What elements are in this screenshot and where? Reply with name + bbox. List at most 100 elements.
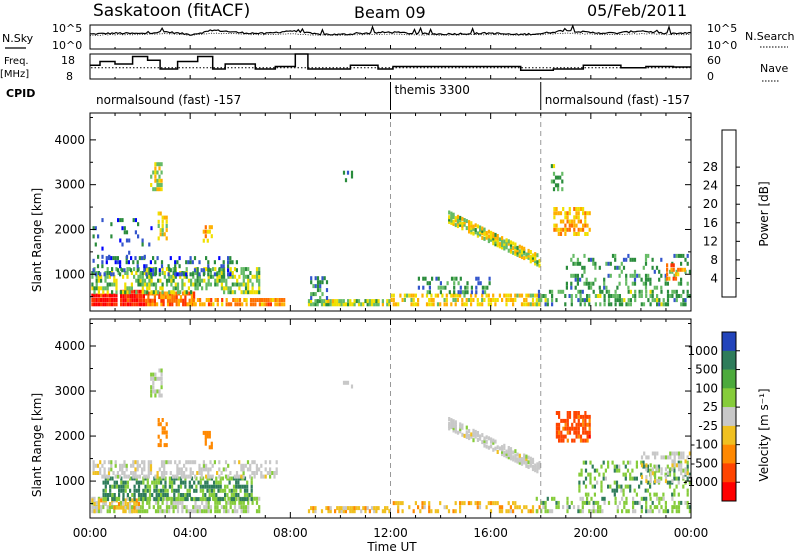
heatmap-cell [644,281,648,286]
heatmap-cell [564,422,567,427]
heatmap-cell [574,277,577,282]
heatmap-cell [154,500,158,505]
heatmap-cell [370,299,374,304]
heatmap-cell [654,471,657,476]
heatmap-cell [485,233,488,238]
heatmap-cell [115,484,118,489]
heatmap-cell [494,232,497,237]
heatmap-cell [428,298,431,302]
heatmap-cell [531,467,535,472]
heatmap-cell [93,290,96,295]
heatmap-cell [437,285,440,290]
heatmap-cell [149,268,152,273]
heatmap-cell [625,281,628,286]
heatmap-cell [544,294,547,298]
heatmap-cell [264,460,267,465]
heatmap-cell [509,449,513,454]
heatmap-cell [660,471,663,476]
heatmap-cell [141,467,144,472]
heatmap-cell [626,468,630,473]
heatmap-cell [459,427,462,432]
heatmap-cell [496,450,499,454]
heatmap-cell [179,484,183,489]
freq-left-label-1: Freq. [4,56,29,67]
heatmap-cell [99,467,102,472]
heatmap-cell [243,476,247,481]
heatmap-cell [202,272,205,277]
heatmap-cell [258,274,261,279]
heatmap-cell [560,438,563,443]
heatmap-cell [594,261,597,266]
heatmap-cell [158,272,161,277]
heatmap-cell [559,289,562,294]
heatmap-cell [589,472,592,477]
heatmap-cell [534,256,537,261]
heatmap-cell [509,240,513,245]
heatmap-cell [588,422,591,427]
heatmap-cell [428,501,431,506]
heatmap-cell [225,286,228,291]
heatmap-cell [518,505,521,510]
y-tick-label: 2000 [54,429,85,443]
heatmap-cell [534,254,537,259]
heatmap-cell [188,484,191,489]
heatmap-cell [664,479,668,484]
heatmap-cell [224,493,227,497]
heatmap-cell [170,290,173,295]
heatmap-cell [254,298,257,302]
heatmap-cell [163,496,166,501]
heatmap-cell [485,435,488,440]
heatmap-cell [115,290,118,295]
heatmap-cell [106,480,110,485]
heatmap-cell [138,474,141,479]
heatmap-cell [176,272,179,277]
heatmap-cell [206,488,209,493]
heatmap-cell [157,476,160,481]
heatmap-cell [631,468,634,473]
heatmap-cell [575,215,578,220]
heatmap-cell [310,296,313,300]
heatmap-cell [431,276,434,281]
heatmap-cell [577,207,580,211]
heatmap-cell [218,271,221,275]
heatmap-cell [149,260,152,265]
heatmap-cell [204,434,207,439]
heatmap-cell [340,302,343,307]
heatmap-cell [133,484,136,489]
heatmap-cell [224,497,227,502]
heatmap-cell [591,464,594,469]
heatmap-cell [501,452,504,457]
heatmap-cell [157,493,160,497]
heatmap-cell [498,509,501,514]
heatmap-cell [566,505,569,510]
heatmap-cell [225,500,228,505]
heatmap-cell [470,298,473,302]
heatmap-cell [465,219,468,224]
heatmap-cell [501,245,504,250]
heatmap-cell [106,271,109,275]
heatmap-cell [631,273,634,278]
heatmap-cell [99,471,102,475]
heatmap-cell [507,298,510,302]
heatmap-cell [254,302,257,307]
heatmap-cell [586,422,589,427]
heatmap-cell [527,302,530,307]
heatmap-cell [579,207,582,211]
heatmap-cell [461,423,464,428]
heatmap-cell [229,471,232,475]
heatmap-cell [531,457,535,462]
heatmap-cell [336,302,339,307]
heatmap-cell [214,278,217,283]
heatmap-cell [645,479,648,484]
heatmap-cell [448,417,451,421]
heatmap-cell [662,302,665,307]
heatmap-cell [566,426,569,431]
heatmap-cell [206,430,209,435]
heatmap-cell [187,278,190,283]
heatmap-cell [535,302,538,307]
heatmap-cell [586,438,589,443]
heatmap-cell [353,299,356,304]
heatmap-cell [201,278,204,283]
heatmap-cell [141,509,144,514]
heatmap-cell [631,476,634,481]
